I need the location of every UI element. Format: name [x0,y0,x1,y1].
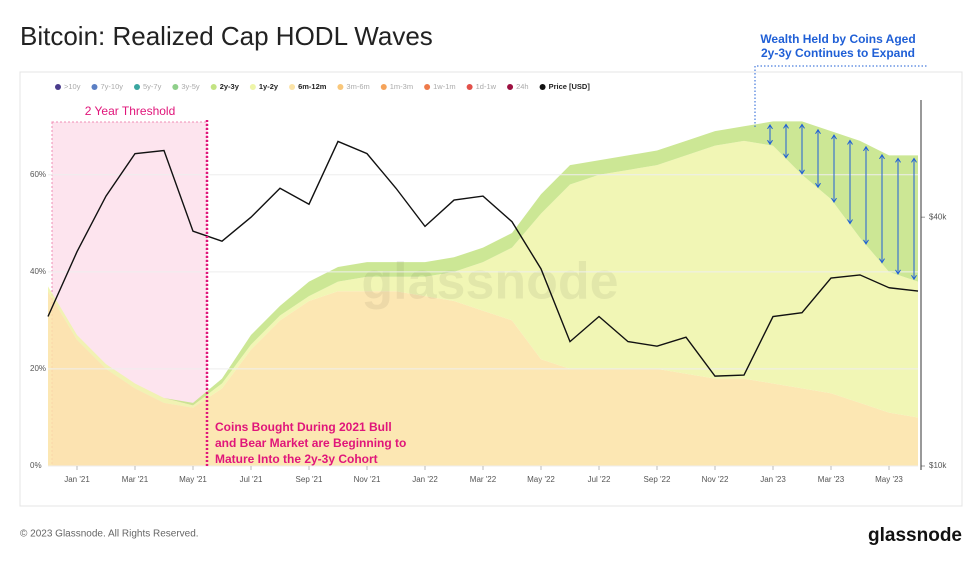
x-tick-label: Jan '23 [760,475,786,484]
legend-item: 1m-3m [380,82,413,91]
legend-item: 1y-2y [249,82,279,91]
y-tick-label: 0% [30,461,42,470]
legend-item: >10y [55,82,81,91]
page-title: Bitcoin: Realized Cap HODL Waves [20,21,433,51]
legend-label: 1d-1w [476,82,497,91]
x-tick-label: Nov '22 [702,475,729,484]
legend-label: 1w-1m [433,82,456,91]
legend-item: 24h [507,82,529,91]
expand-arrow [783,123,789,159]
legend-swatch [91,84,98,90]
x-tick-label: May '22 [527,475,555,484]
legend-swatch [210,84,217,90]
x-tick-label: Mar '21 [122,475,149,484]
y2-tick-label: $10k [929,461,947,470]
x-tick-label: Jan '21 [64,475,90,484]
legend-label: >10y [64,82,81,91]
coins-note: Coins Bought During 2021 Bull [215,420,392,434]
legend-swatch [289,84,296,90]
x-tick-label: Nov '21 [354,475,381,484]
legend-swatch [380,84,387,90]
legend-label: 7y-10y [100,82,123,91]
x-tick-label: Sep '22 [644,475,671,484]
legend-item: 2y-3y [210,82,240,91]
legend-label: 3m-6m [346,82,369,91]
expand-arrow [799,123,805,175]
legend-item: 3m-6m [337,82,370,91]
expand-arrow [767,123,773,146]
wealth-pointer [754,65,928,127]
area-band [48,140,918,418]
legend-item: 3y-5y [172,82,200,91]
legend-item: 5y-7y [134,82,162,91]
x-tick-label: Jul '21 [240,475,263,484]
x-tick-label: Mar '23 [818,475,845,484]
x-tick-label: Sep '21 [296,475,323,484]
legend-label: 2y-3y [220,82,240,91]
legend-label: 3y-5y [181,82,200,91]
legend-swatch [134,84,140,90]
x-tick-label: Jul '22 [588,475,611,484]
legend-label: Price [USD] [549,82,591,91]
x-tick-label: Mar '22 [470,475,497,484]
legend-label: 24h [516,82,529,91]
legend-swatch [337,84,344,90]
legend-swatch [424,84,431,90]
coins-note: Mature Into the 2y-3y Cohort [215,452,378,466]
expand-arrow [847,139,853,225]
price-line [47,140,919,377]
x-tick-label: May '23 [875,475,903,484]
expand-arrow [863,145,869,245]
footer: © 2023 Glassnode. All Rights Reserved. [20,529,199,540]
logo: glassnode [868,525,962,546]
wealth-note: 2y-3y Continues to Expand [761,46,915,60]
expand-arrow [831,134,837,204]
legend-swatch [55,84,61,90]
wealth-note: Wealth Held by Coins Aged [760,32,915,46]
y-tick-label: 40% [30,267,46,276]
legend-label: 1m-3m [390,82,413,91]
threshold-label: 2 Year Threshold [85,104,176,118]
expand-arrow [815,128,821,189]
legend-swatch [539,84,546,90]
y-tick-label: 60% [30,170,46,179]
legend-item: Price [USD] [539,82,591,91]
legend-label: 1y-2y [259,82,279,91]
legend-label: 5y-7y [143,82,162,91]
x-tick-label: May '21 [179,475,207,484]
watermark: glassnode [361,253,618,311]
legend-item: 1d-1w [466,82,497,91]
x-tick-label: Jan '22 [412,475,438,484]
legend-label: 6m-12m [298,82,327,91]
legend-swatch [249,84,256,90]
legend-swatch [172,84,179,90]
expand-arrow [879,153,885,264]
coins-note: and Bear Market are Beginning to [215,436,406,450]
legend-item: 7y-10y [91,82,123,91]
y-tick-label: 20% [30,364,46,373]
legend-item: 6m-12m [289,82,327,91]
y2-tick-label: $40k [929,212,947,221]
legend-swatch [507,84,514,90]
plot: glassnode 0% 20% 40% 60% $10k $40k Jan '21 Mar '… [30,32,947,484]
area-band [48,121,918,406]
legend-item: 1w-1m [424,82,456,91]
expand-arrow [911,157,917,281]
legend-swatch [466,84,473,90]
expand-arrow [895,157,901,275]
